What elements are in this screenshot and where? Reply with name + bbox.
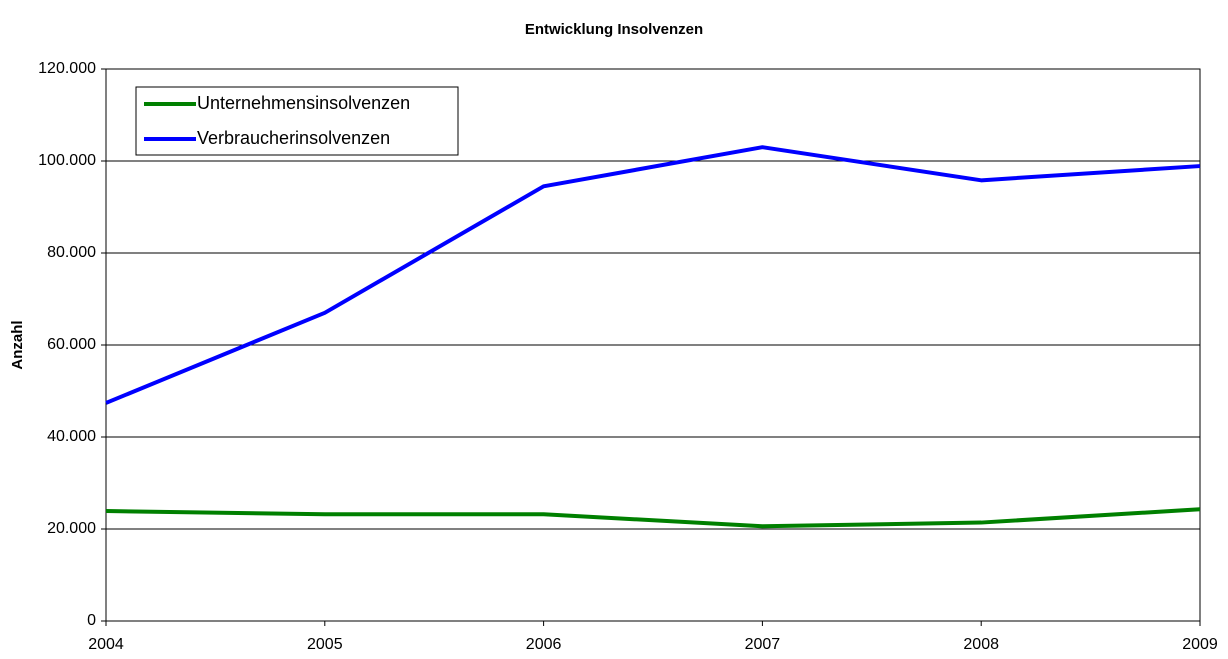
y-axis-label: Anzahl xyxy=(9,320,26,369)
plot-border xyxy=(105,68,1201,622)
legend-box xyxy=(135,86,459,156)
y-tick-label: 60.000 xyxy=(47,336,96,353)
x-tick-label: 2006 xyxy=(526,636,562,653)
y-tick-label: 100.000 xyxy=(38,152,96,169)
x-tick-label: 2004 xyxy=(88,636,124,653)
x-tick-label: 2009 xyxy=(1182,636,1218,653)
y-tick-label: 120.000 xyxy=(38,60,96,77)
x-tick-label: 2005 xyxy=(307,636,343,653)
y-tick-label: 20.000 xyxy=(47,520,96,537)
line-series xyxy=(105,145,1201,405)
y-tick-label: 80.000 xyxy=(47,244,96,261)
legend-label: Verbraucherinsolvenzen xyxy=(197,128,390,148)
x-tick-label: 2008 xyxy=(963,636,999,653)
y-tick-label: 40.000 xyxy=(47,428,96,445)
chart-title: Entwicklung Insolvenzen xyxy=(525,21,703,38)
line-series xyxy=(105,507,1201,529)
legend-label: Unternehmensinsolvenzen xyxy=(197,93,410,113)
x-tick-label: 2007 xyxy=(745,636,781,653)
y-tick-label: 0 xyxy=(87,612,96,629)
